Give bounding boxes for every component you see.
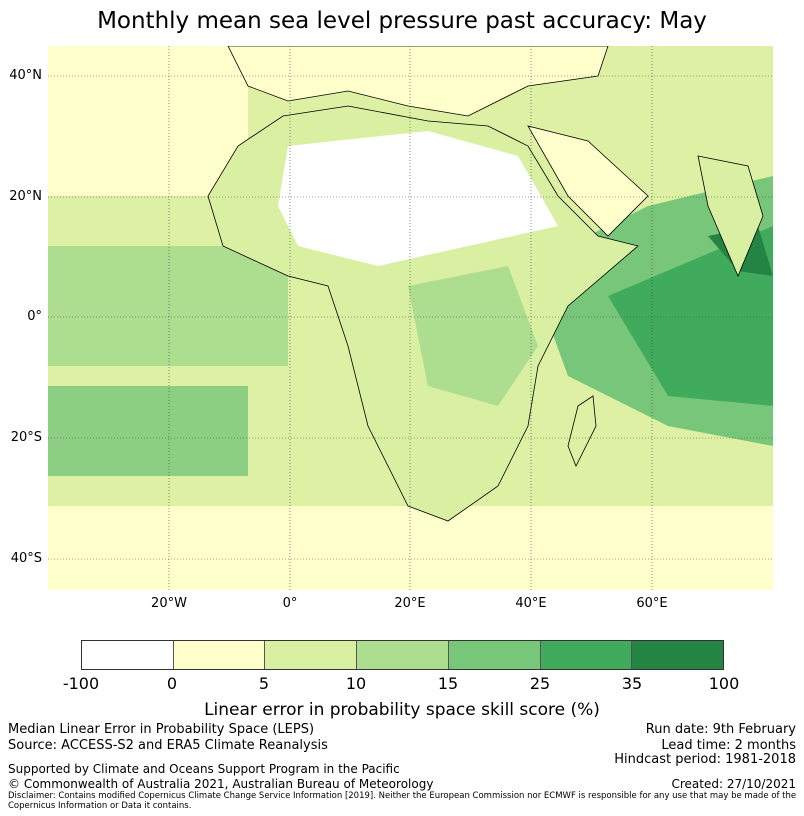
colorbar-tick: 0 — [166, 674, 178, 693]
colorbar-segment — [265, 641, 358, 669]
lat-label-20n: 20°N — [9, 189, 42, 204]
lon-label-20e: 20°E — [394, 596, 426, 611]
colorbar-tick: -100 — [62, 674, 100, 693]
lon-label-0: 0° — [282, 596, 298, 611]
colorbar-title: Linear error in probability space skill … — [204, 700, 600, 720]
colorbar-segment — [173, 641, 266, 669]
colorbar-tick: 15 — [437, 674, 459, 693]
colorbar-tick: 35 — [621, 674, 643, 693]
colorbar-tick: 25 — [529, 674, 551, 693]
footer-created: Created: 27/10/2021 — [671, 777, 796, 791]
sahara-region — [278, 131, 558, 266]
footer-source: Source: ACCESS-S2 and ERA5 Climate Reana… — [8, 738, 328, 753]
colorbar-segment — [632, 641, 724, 669]
lat-label-0: 0° — [27, 309, 42, 324]
footer-run-date: Run date: 9th February — [645, 722, 796, 737]
colorbar-segment — [540, 641, 633, 669]
colorbar — [81, 640, 724, 670]
footer-support: Supported by Climate and Oceans Support … — [8, 762, 400, 776]
europe-landmass — [227, 46, 609, 117]
india-landmass — [697, 155, 764, 278]
colorbar-segment — [357, 641, 449, 669]
footer-method: Median Linear Error in Probability Space… — [8, 722, 315, 737]
central-africa-region — [408, 266, 538, 406]
lat-label-40n: 40°N — [9, 68, 42, 83]
lat-label-20s: 20°S — [10, 430, 42, 445]
footer-lead-time: Lead time: 2 months — [661, 738, 796, 753]
map-gridlines — [48, 46, 773, 590]
colorbar-segment — [448, 641, 541, 669]
indian-ocean-high-region — [608, 226, 773, 406]
skill-map — [48, 46, 773, 590]
tropical-atlantic-region — [48, 246, 288, 366]
lat-label-40s: 40°S — [10, 551, 42, 566]
footer-hindcast: Hindcast period: 1981-2018 — [614, 752, 796, 767]
south-atlantic-region — [48, 386, 248, 476]
arabia-landmass — [527, 125, 649, 237]
colorbar-tick: 100 — [708, 674, 740, 693]
map-panel — [48, 46, 773, 590]
madagascar-landmass — [567, 395, 597, 467]
lon-label-20w: 20°W — [151, 596, 187, 611]
colorbar-segment — [82, 641, 174, 669]
north-atlantic-region — [48, 46, 248, 196]
chart-title: Monthly mean sea level pressure past acc… — [97, 8, 707, 34]
colorbar-tick: 5 — [258, 674, 270, 693]
footer-disclaimer: Disclaimer: Contains modified Copernicus… — [8, 791, 797, 811]
colorbar-tick: 10 — [345, 674, 367, 693]
lon-label-60e: 60°E — [636, 596, 668, 611]
southern-ocean-region — [48, 506, 773, 590]
footer-copyright: © Commonwealth of Australia 2021, Austra… — [8, 777, 434, 791]
lon-label-40e: 40°E — [515, 596, 547, 611]
